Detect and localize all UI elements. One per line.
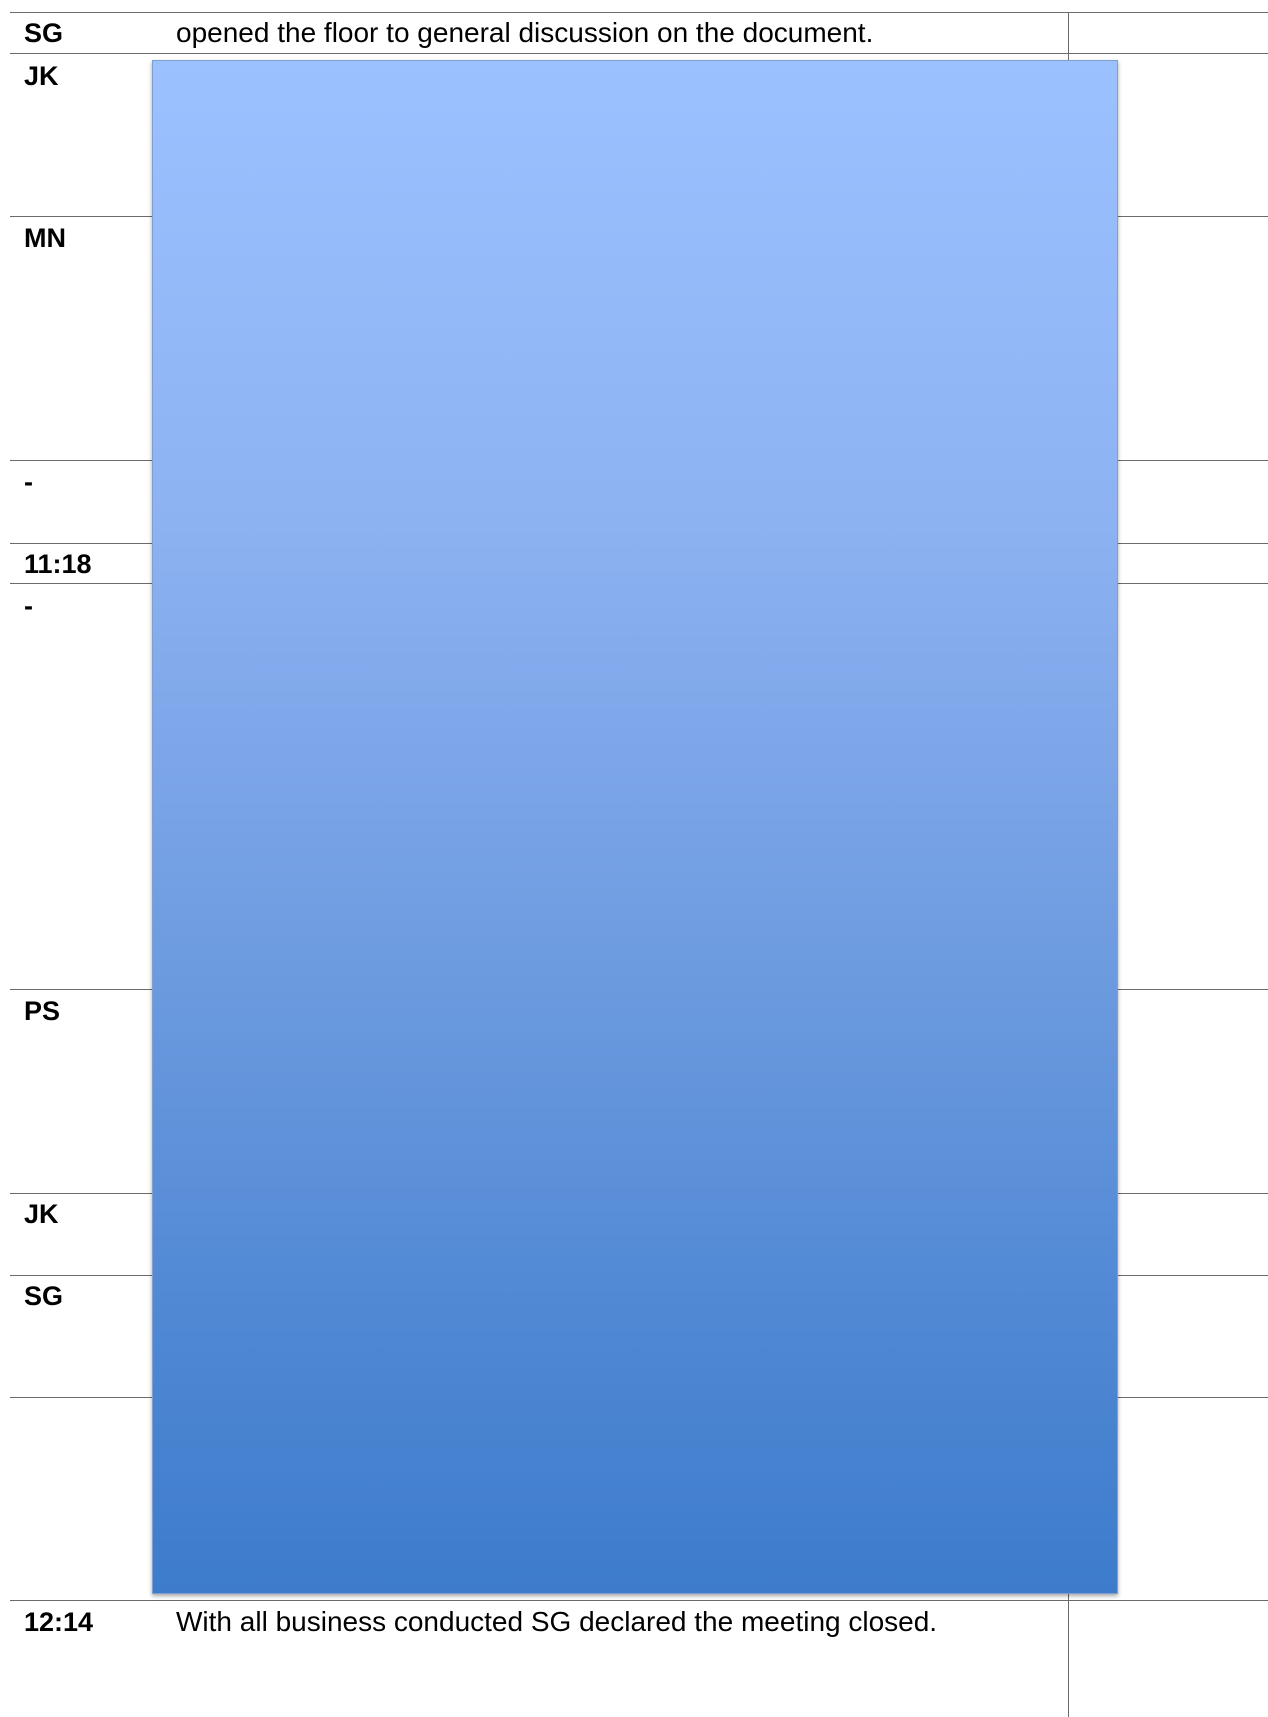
speaker-label: SG: [24, 1281, 64, 1311]
table-rule: [10, 12, 1268, 13]
table-rule: [10, 1600, 1268, 1601]
minute-text: opened the floor to general discussion o…: [176, 17, 874, 48]
speaker-label: JK: [24, 61, 59, 91]
speaker-label: SG: [24, 18, 64, 48]
speaker-label: -: [24, 591, 33, 621]
speaker-label: MN: [24, 223, 66, 253]
table-rule: [10, 53, 1268, 54]
speaker-label: JK: [24, 1199, 59, 1229]
minute-text: With all business conducted SG declared …: [176, 1606, 938, 1637]
speaker-label: -: [24, 467, 33, 497]
redaction-overlay: [152, 60, 1118, 1594]
time-label: 11:18: [24, 549, 92, 579]
speaker-label: PS: [24, 996, 61, 1026]
time-label: 12:14: [24, 1607, 94, 1637]
